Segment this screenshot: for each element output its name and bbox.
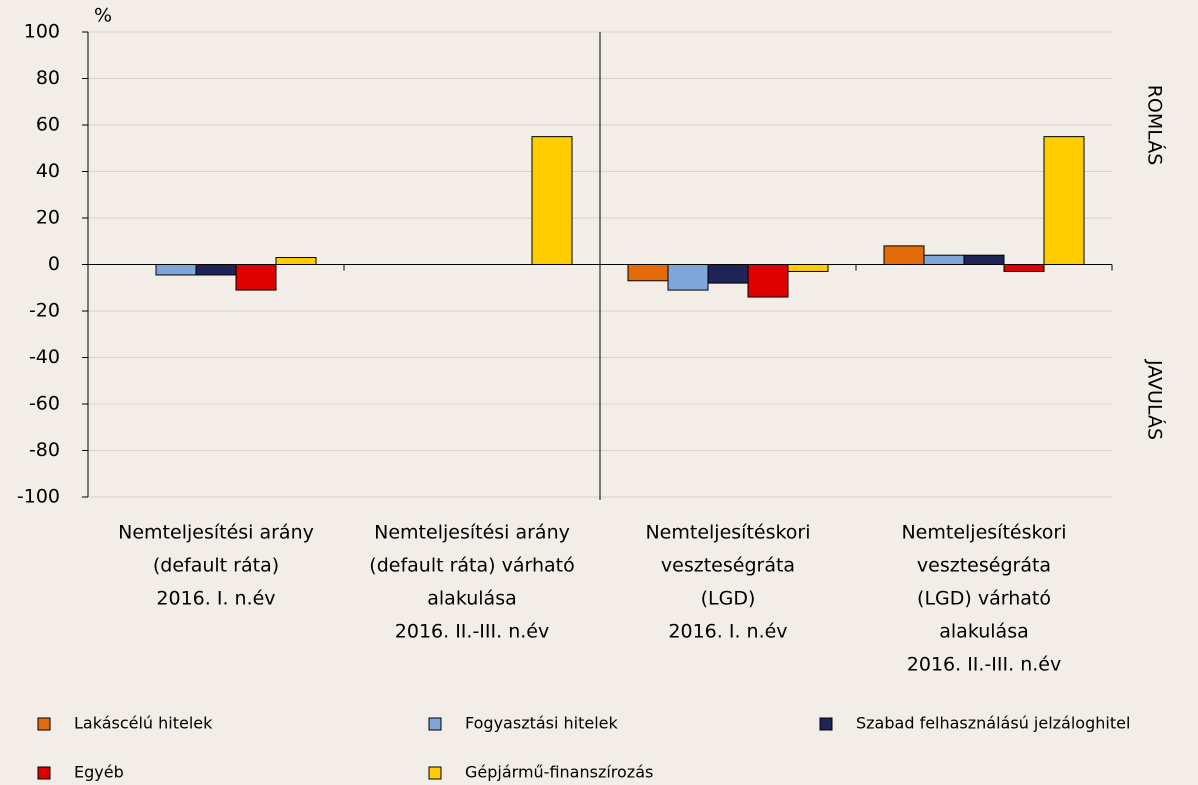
- legend-label: Szabad felhasználású jelzáloghitel: [856, 714, 1130, 733]
- x-tick-label: alakulása: [427, 588, 517, 610]
- legend-label: Fogyasztási hitelek: [465, 714, 619, 733]
- legend-swatch: [428, 717, 442, 731]
- legend-swatch: [819, 717, 833, 731]
- x-tick-label: 2016. I. n.év: [668, 621, 787, 643]
- y-tick-label: 100: [24, 21, 60, 43]
- x-tick-label: 2016. II.-III. n.év: [907, 654, 1061, 676]
- y-tick-label: 60: [36, 114, 60, 136]
- bar: [275, 257, 317, 265]
- bar: [627, 264, 669, 282]
- x-tick-label: Nemteljesítési arány: [118, 522, 314, 544]
- legend-label: Lakáscélú hitelek: [74, 714, 213, 733]
- legend-label: Egyéb: [74, 763, 124, 782]
- x-tick-label: Nemteljesítéskori: [645, 522, 810, 544]
- y-axis-label: %: [94, 5, 112, 27]
- y-tick-label: -60: [29, 393, 60, 415]
- x-tick-label: alakulása: [939, 621, 1029, 643]
- x-tick-label: (default ráta) várható: [369, 555, 574, 577]
- y-tick-label: 80: [36, 67, 60, 89]
- bar: [155, 264, 197, 276]
- x-tick-label: (LGD): [701, 588, 756, 610]
- x-tick-label: Nemteljesítési arány: [374, 522, 570, 544]
- legend-swatch: [37, 717, 51, 731]
- y-tick-label: 20: [36, 207, 60, 229]
- x-tick-label: (LGD) várható: [917, 588, 1051, 610]
- bar: [1003, 264, 1045, 272]
- y-tick-label: -100: [17, 486, 60, 508]
- bar: [1043, 136, 1085, 265]
- y-tick-label: 40: [36, 160, 60, 182]
- bar: [963, 254, 1005, 265]
- bar: [707, 264, 749, 284]
- annotation: JAVULÁS: [1144, 359, 1167, 440]
- x-tick-label: (default ráta): [153, 555, 279, 577]
- y-tick-label: -80: [29, 439, 60, 461]
- bar: [747, 264, 789, 298]
- bar: [923, 254, 965, 265]
- legend-label: Gépjármű-finanszírozás: [465, 763, 653, 782]
- bar: [883, 245, 925, 265]
- bar: [531, 136, 573, 265]
- y-tick-label: -40: [29, 346, 60, 368]
- legend-swatch: [37, 766, 51, 780]
- x-tick-label: veszteségráta: [661, 555, 795, 577]
- bar: [195, 264, 237, 276]
- y-tick-label: -20: [29, 300, 60, 322]
- y-tick-label: 0: [48, 253, 60, 275]
- bar: [667, 264, 709, 291]
- x-tick-label: 2016. I. n.év: [156, 588, 275, 610]
- bar: [787, 264, 829, 272]
- x-tick-label: veszteségráta: [917, 555, 1051, 577]
- x-tick-label: Nemteljesítéskori: [901, 522, 1066, 544]
- legend-swatch: [428, 766, 442, 780]
- annotation: ROMLÁS: [1144, 85, 1167, 166]
- x-tick-label: 2016. II.-III. n.év: [395, 621, 549, 643]
- bar: [235, 264, 277, 291]
